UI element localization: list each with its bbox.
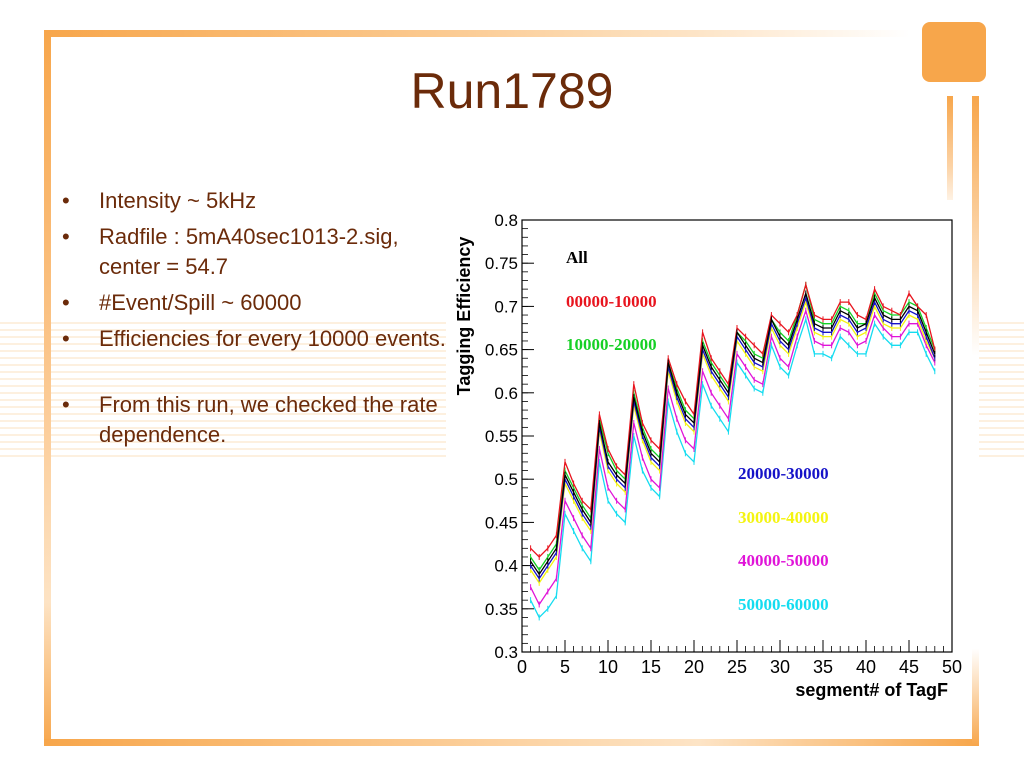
series-line <box>530 282 936 558</box>
bullet-text: Efficiencies for every 10000 events. <box>99 326 446 351</box>
bullet-icon: • <box>62 392 70 417</box>
y-axis-label: Tagging Efficiency <box>454 237 474 396</box>
bullet-icon: • <box>62 326 70 351</box>
slide-title: Run1789 <box>410 63 614 119</box>
efficiency-chart: 0.3 0.35 0.4 0.45 0.5 0.55 0.6 0.65 0.7 0.75 0.8 0 5… <box>446 200 972 700</box>
x-tick-label: 50 <box>942 657 962 677</box>
series-line <box>530 291 936 576</box>
bullet-text: Intensity ~ 5kHz <box>99 188 257 213</box>
bullet-item: • Efficiencies for every 10000 events. <box>62 324 447 354</box>
x-tick-label: 25 <box>727 657 747 677</box>
bullet-item: • Radfile : 5mA40sec1013-2.sig, center = … <box>62 222 447 282</box>
x-tick-label: 35 <box>813 657 833 677</box>
x-tick-label: 45 <box>899 657 919 677</box>
legend-entry: All <box>566 248 588 267</box>
x-tick-label: 15 <box>641 657 661 677</box>
legend-entry: 40000-50000 <box>738 551 829 570</box>
y-tick-label: 0.6 <box>494 384 518 403</box>
y-tick-label: 0.4 <box>494 557 518 576</box>
bullet-icon: • <box>62 290 70 315</box>
x-tick-label: 30 <box>770 657 790 677</box>
legend-entry: 20000-30000 <box>738 464 829 483</box>
frame-right-inner-bar <box>947 96 953 214</box>
bullet-item: • #Event/Spill ~ 60000 <box>62 288 447 318</box>
x-tick-label: 10 <box>598 657 618 677</box>
corner-square-decoration <box>922 22 986 82</box>
legend-entry: 30000-40000 <box>738 508 829 527</box>
y-tick-label: 0.3 <box>494 643 518 662</box>
y-tick-label: 0.45 <box>485 513 518 532</box>
legend-entry: 10000-20000 <box>566 335 657 354</box>
y-tick-label: 0.75 <box>485 254 518 273</box>
chart-svg: 0.3 0.35 0.4 0.45 0.5 0.55 0.6 0.65 0.7 0.75 0.8 0 5… <box>446 200 972 700</box>
y-tick-label: 0.35 <box>485 600 518 619</box>
bullet-item: • From this run, we checked the rate depe… <box>62 390 447 450</box>
bullet-item: • Intensity ~ 5kHz <box>62 186 447 216</box>
series-line <box>530 308 936 606</box>
chart-series <box>530 281 936 621</box>
bullet-icon: • <box>62 188 70 213</box>
legend-entry: 50000-60000 <box>738 595 829 614</box>
x-axis-label: segment# of TagF <box>795 680 948 700</box>
y-tick-label: 0.5 <box>494 470 518 489</box>
chart-axes: 0.3 0.35 0.4 0.45 0.5 0.55 0.6 0.65 0.7 0.75 0.8 0 5… <box>485 211 962 677</box>
frame-left-bar <box>44 30 51 746</box>
bullet-text: From this run, we checked the rate depen… <box>99 392 438 447</box>
y-tick-label: 0.55 <box>485 427 518 446</box>
x-tick-label: 40 <box>856 657 876 677</box>
chart-background <box>446 200 972 700</box>
bullet-icon: • <box>62 224 70 249</box>
x-tick-label: 20 <box>684 657 704 677</box>
x-tick-label: 0 <box>517 657 527 677</box>
frame-top-bar <box>44 30 910 37</box>
bullet-text: Radfile : 5mA40sec1013-2.sig, center = 5… <box>99 224 399 279</box>
frame-right-bar <box>972 96 979 746</box>
y-tick-label: 0.8 <box>494 211 518 230</box>
y-tick-label: 0.7 <box>494 297 518 316</box>
bullet-list: • Intensity ~ 5kHz • Radfile : 5mA40sec101… <box>62 186 447 456</box>
frame-bottom-bar <box>44 739 979 746</box>
series-line <box>530 317 936 619</box>
bullet-text: #Event/Spill ~ 60000 <box>99 290 302 315</box>
legend-entry: 00000-10000 <box>566 292 657 311</box>
x-tick-label: 5 <box>560 657 570 677</box>
y-tick-label: 0.65 <box>485 341 518 360</box>
chart-legend: All 00000-10000 10000-20000 20000-30000 3000… <box>566 248 829 614</box>
